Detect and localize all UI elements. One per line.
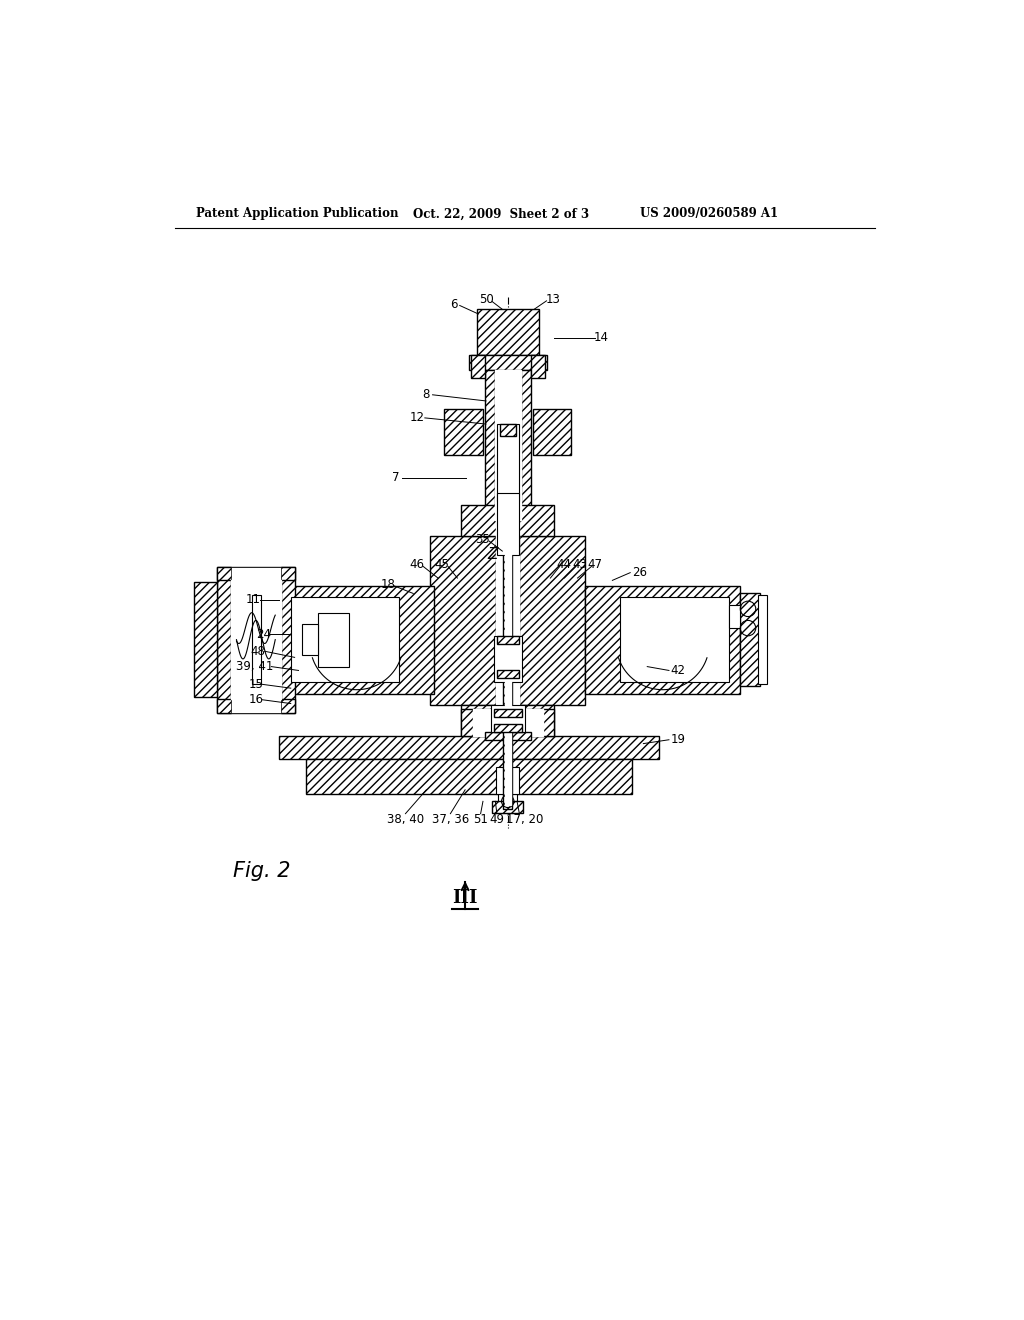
Bar bbox=[280, 586, 434, 693]
Bar bbox=[473, 709, 543, 737]
Text: 43: 43 bbox=[572, 558, 587, 572]
Text: 44: 44 bbox=[557, 558, 571, 572]
Bar bbox=[444, 409, 483, 455]
Bar bbox=[280, 737, 658, 759]
Bar bbox=[499, 793, 517, 813]
Bar bbox=[260, 594, 280, 686]
Text: Fig. 2: Fig. 2 bbox=[232, 861, 290, 880]
Bar bbox=[758, 595, 767, 684]
Bar bbox=[521, 370, 531, 520]
Text: Oct. 22, 2009  Sheet 2 of 3: Oct. 22, 2009 Sheet 2 of 3 bbox=[414, 207, 590, 220]
Text: 24: 24 bbox=[256, 628, 271, 640]
Text: 42: 42 bbox=[671, 664, 685, 677]
Bar bbox=[497, 671, 518, 678]
Bar bbox=[252, 595, 261, 684]
Text: III: III bbox=[453, 888, 478, 907]
Bar bbox=[503, 502, 512, 809]
Bar bbox=[231, 566, 281, 713]
Text: 50: 50 bbox=[478, 293, 494, 306]
Bar bbox=[484, 370, 495, 520]
Text: 45: 45 bbox=[434, 558, 450, 572]
Bar bbox=[495, 370, 521, 520]
Bar bbox=[532, 409, 571, 455]
Bar bbox=[729, 605, 740, 628]
Text: 15: 15 bbox=[249, 677, 263, 690]
Bar bbox=[496, 767, 519, 793]
Bar bbox=[502, 374, 514, 520]
Bar bbox=[505, 506, 511, 805]
Bar bbox=[217, 566, 231, 713]
Bar bbox=[490, 705, 524, 733]
Bar bbox=[496, 536, 519, 705]
Text: 37, 36: 37, 36 bbox=[432, 813, 469, 825]
Bar bbox=[586, 586, 740, 693]
Bar bbox=[302, 624, 317, 655]
Bar bbox=[500, 424, 515, 436]
Text: 38, 40: 38, 40 bbox=[387, 813, 424, 825]
Text: 49: 49 bbox=[489, 813, 505, 825]
Text: 6: 6 bbox=[450, 298, 458, 312]
Bar bbox=[430, 536, 496, 705]
Bar bbox=[231, 581, 281, 700]
Bar bbox=[496, 506, 519, 536]
Text: 19: 19 bbox=[671, 733, 685, 746]
Bar bbox=[477, 309, 539, 355]
Text: 13: 13 bbox=[545, 293, 560, 306]
Bar bbox=[469, 355, 547, 370]
Bar bbox=[531, 355, 545, 378]
Bar bbox=[497, 494, 518, 554]
Text: 7: 7 bbox=[391, 471, 399, 484]
Bar bbox=[471, 355, 484, 378]
Bar bbox=[493, 801, 523, 813]
Text: 47: 47 bbox=[588, 558, 603, 572]
Bar bbox=[306, 759, 632, 793]
Text: 12: 12 bbox=[410, 412, 425, 425]
Text: Z: Z bbox=[487, 548, 499, 562]
Text: 18: 18 bbox=[380, 578, 395, 591]
Text: Patent Application Publication: Patent Application Publication bbox=[197, 207, 398, 220]
Bar bbox=[281, 566, 295, 713]
Text: 48: 48 bbox=[251, 644, 265, 657]
Bar bbox=[217, 700, 295, 713]
Text: US 2009/0260589 A1: US 2009/0260589 A1 bbox=[640, 207, 777, 220]
Bar bbox=[194, 582, 217, 697]
Bar bbox=[621, 597, 729, 682]
Text: 14: 14 bbox=[593, 331, 608, 345]
Text: 51: 51 bbox=[473, 813, 488, 825]
Bar bbox=[494, 636, 521, 682]
Bar bbox=[461, 506, 554, 536]
Bar bbox=[494, 709, 521, 717]
Bar bbox=[461, 709, 554, 737]
Text: 26: 26 bbox=[632, 566, 647, 579]
Bar bbox=[317, 612, 349, 667]
Text: 39, 41: 39, 41 bbox=[236, 660, 273, 673]
Bar bbox=[519, 536, 586, 705]
Text: 16: 16 bbox=[249, 693, 263, 706]
Bar bbox=[291, 597, 399, 682]
Text: 8: 8 bbox=[423, 388, 430, 401]
Text: 35: 35 bbox=[475, 533, 490, 546]
Text: 17, 20: 17, 20 bbox=[506, 813, 544, 825]
Bar bbox=[494, 725, 521, 733]
Bar bbox=[497, 636, 518, 644]
Bar bbox=[496, 705, 519, 737]
Bar bbox=[484, 733, 531, 739]
Bar bbox=[461, 705, 554, 737]
Text: 11: 11 bbox=[246, 593, 261, 606]
Bar bbox=[740, 594, 760, 686]
Text: 46: 46 bbox=[410, 558, 425, 572]
Bar bbox=[217, 566, 295, 581]
Bar bbox=[497, 424, 518, 502]
